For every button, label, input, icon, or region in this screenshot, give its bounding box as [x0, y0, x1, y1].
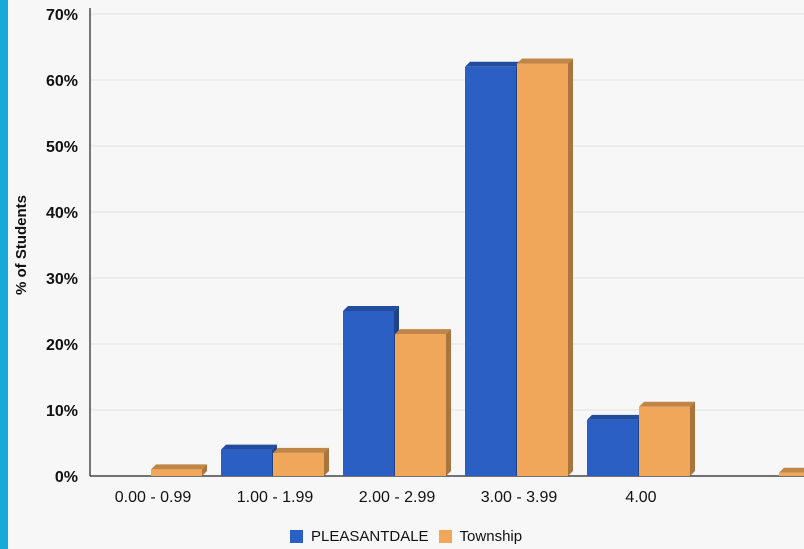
- bar-township-2: [395, 329, 451, 476]
- y-tick-label: 0%: [55, 469, 78, 486]
- bar-township-4: [639, 401, 695, 476]
- bar-top-face: [395, 329, 451, 335]
- bar-front-face: [639, 406, 690, 476]
- bar-top-face: [343, 306, 399, 311]
- bar-front-face: [221, 449, 272, 476]
- bar-side-face: [202, 464, 207, 476]
- bar-side-face: [568, 58, 573, 476]
- y-tick-label: 70%: [46, 7, 78, 24]
- bar-front-face: [587, 419, 638, 476]
- bar-front-face: [465, 66, 516, 477]
- y-tick-label: 40%: [46, 205, 78, 222]
- bar-top-face: [465, 61, 521, 67]
- bar-top-face: [273, 447, 329, 453]
- left-accent-stripe: [0, 0, 8, 549]
- bar-top-face: [151, 464, 207, 470]
- legend-label-pleasantdale: PLEASANTDALE: [311, 527, 429, 545]
- bar-pleasantdale-2: [343, 306, 399, 476]
- bar-top-face: [779, 467, 804, 473]
- bar-side-face: [324, 447, 329, 476]
- tick-labels: 0% 10% 20% 30% 40% 50% 60% 70% 0.00 - 0.99 1.00 -…: [46, 7, 657, 506]
- y-tick-label: 20%: [46, 337, 78, 354]
- bar-pleasantdale-1: [221, 444, 277, 476]
- bar-pleasantdale-3: [465, 61, 521, 477]
- bar-side-face: [690, 401, 695, 476]
- x-tick-label: 0.00 - 0.99: [115, 489, 192, 506]
- bar-front-face: [779, 472, 804, 476]
- x-tick-label: 2.00 - 2.99: [359, 489, 436, 506]
- legend: PLEASANTDALE Township: [290, 526, 532, 546]
- legend-swatch-township: [438, 529, 452, 543]
- x-tick-label: 3.00 - 3.99: [481, 489, 558, 506]
- bar-front-face: [273, 452, 324, 476]
- bar-township-0: [151, 464, 207, 476]
- bar-top-face: [517, 58, 573, 64]
- legend-swatch-pleasantdale: [290, 529, 303, 543]
- x-tick-label: 1.00 - 1.99: [237, 489, 314, 506]
- y-tick-label: 60%: [46, 73, 78, 90]
- bars: [151, 58, 804, 477]
- y-tick-label: 10%: [46, 403, 78, 420]
- bar-front-face: [395, 334, 446, 476]
- bar-top-face: [221, 444, 277, 450]
- bar-front-face: [517, 63, 568, 476]
- y-tick-label: 30%: [46, 271, 78, 288]
- bar-township-3: [517, 58, 573, 476]
- bar-top-face: [587, 414, 643, 420]
- legend-item-township: Township: [438, 527, 523, 545]
- legend-label-township: Township: [459, 527, 523, 545]
- bar-side-face: [446, 329, 451, 476]
- bar-township-1: [273, 447, 329, 476]
- y-tick-label: 50%: [46, 139, 78, 156]
- bar-front-face: [151, 469, 202, 476]
- legend-item-pleasantdale: PLEASANTDALE: [290, 528, 429, 545]
- bar-pleasantdale-4: [587, 414, 643, 476]
- bar-front-face: [343, 311, 394, 476]
- bar-top-face: [639, 401, 695, 407]
- x-tick-label: 4.00: [625, 489, 656, 506]
- bar-township-5: [779, 467, 804, 476]
- y-axis-label: % of Students: [13, 195, 30, 295]
